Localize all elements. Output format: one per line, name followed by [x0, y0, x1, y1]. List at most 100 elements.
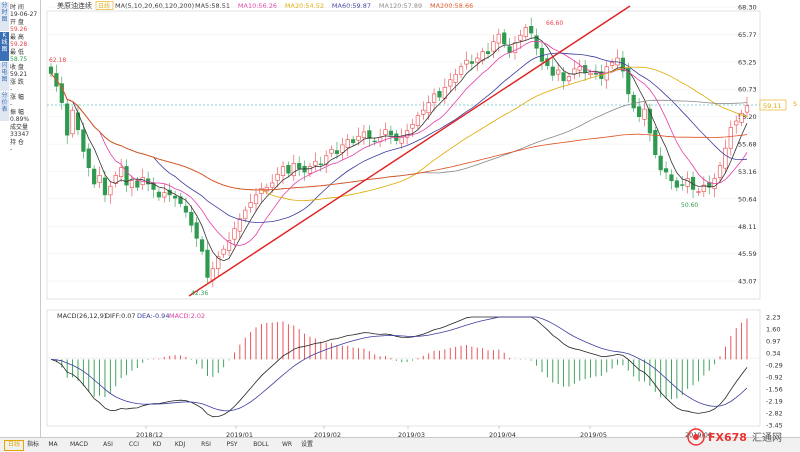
- macd-diff: DIFF:0.07: [105, 312, 136, 320]
- candle-body: [588, 72, 593, 76]
- date-tick: 2019/05: [580, 431, 607, 437]
- tab-flash[interactable]: 闪电图: [0, 62, 9, 91]
- indicator-tab[interactable]: PSY: [226, 441, 238, 448]
- indicator-tab[interactable]: CCI: [128, 441, 140, 448]
- candle-body: [458, 66, 464, 75]
- macd-axis: 2.23 1.60 0.97 0.34 -0.29 -0.92 -1.56 -2.19 -2.8…: [766, 314, 783, 430]
- candle-body: [81, 129, 86, 152]
- candle-body: [410, 123, 415, 129]
- tab-kline[interactable]: K线图: [0, 32, 9, 61]
- candle-body: [318, 163, 323, 165]
- candle-body: [631, 94, 636, 109]
- candle-body: [108, 185, 113, 196]
- candle-body: [259, 188, 264, 194]
- indicator-tab[interactable]: KD: [152, 441, 162, 448]
- candle-body: [577, 66, 582, 71]
- ma-value: MA200:58.66: [430, 2, 473, 10]
- logo-site: 汇通网: [752, 431, 782, 444]
- candle-body: [65, 103, 70, 136]
- tab-timeshare[interactable]: 分时图: [0, 2, 9, 31]
- info-label: 涨 幅: [10, 94, 24, 101]
- candle-body: [728, 127, 733, 149]
- indicator-tab[interactable]: 设置: [300, 441, 313, 448]
- price-marker: S: [793, 100, 797, 108]
- candle-body: [329, 148, 334, 154]
- indicator-tab[interactable]: 日线: [4, 440, 24, 451]
- timeframe-badge[interactable]: 日线: [98, 2, 110, 10]
- ma-value: MA60:59.87: [332, 2, 371, 10]
- candle-body: [653, 130, 658, 155]
- candle-body: [723, 147, 728, 169]
- ma10-line: [50, 40, 748, 246]
- candle-body: [345, 139, 350, 148]
- price-tick: 63.25: [738, 58, 757, 66]
- candle-body: [221, 248, 226, 255]
- current-price-tag: 59.11: [763, 102, 782, 110]
- candle-body: [534, 35, 539, 49]
- candle-body: [744, 105, 750, 113]
- ma-value: MA10:56.26: [238, 2, 277, 10]
- candle-body: [92, 168, 97, 185]
- candle-body: [431, 93, 437, 103]
- price-tick: 45.59: [738, 250, 757, 258]
- info-value: -: [10, 86, 13, 93]
- macd-tick: -2.19: [766, 398, 783, 406]
- indicator-tab[interactable]: BOLL: [253, 441, 269, 448]
- candle-body: [59, 83, 64, 103]
- info-label: 收 盘: [10, 64, 24, 71]
- indicator-tab[interactable]: KDJ: [174, 441, 186, 448]
- price-tick: 53.16: [738, 168, 757, 176]
- candle-body: [550, 66, 555, 76]
- candle-body: [297, 163, 302, 170]
- candle-body: [448, 79, 453, 87]
- macd-tick: -3.45: [766, 422, 783, 430]
- candle-body: [518, 34, 523, 41]
- candle-body: [97, 175, 102, 184]
- candle-body: [334, 150, 340, 154]
- candle-body: [351, 139, 356, 144]
- indicator-tab[interactable]: WR: [281, 441, 293, 448]
- candle-body: [275, 173, 280, 181]
- candle-body: [696, 191, 701, 193]
- low-annotation: 42.36: [191, 290, 208, 297]
- info-value: 59.26: [10, 26, 28, 33]
- candle-body: [415, 115, 420, 126]
- candle-body: [685, 178, 690, 187]
- watermark-logo: FX678 汇通网: [686, 424, 796, 450]
- info-value: 59.21: [10, 71, 28, 78]
- indicator-tab[interactable]: ASI: [103, 441, 113, 448]
- indicator-tab[interactable]: MACD: [70, 441, 88, 448]
- price-tick: 58.20: [738, 113, 757, 121]
- candle-body: [129, 180, 135, 189]
- date-tick: 2018/12: [136, 431, 163, 437]
- macd-tick: -0.92: [766, 373, 783, 381]
- candle-body: [162, 192, 167, 198]
- macd-tick: 2.23: [766, 314, 780, 322]
- ma-config-label: MA(5,10,20,60,120,200): [115, 2, 194, 10]
- candle-body: [102, 177, 108, 196]
- macd-dea: DEA:-0.94: [137, 312, 169, 320]
- indicator-tab[interactable]: 指标: [26, 441, 39, 448]
- candle-body: [226, 240, 232, 251]
- info-label: 开 盘: [10, 19, 24, 26]
- candle-body: [183, 205, 188, 213]
- date-axis: 2018/12 2019/01 2019/02 2019/03 2019/04 2019/…: [136, 426, 712, 439]
- indicator-tab[interactable]: RSI: [201, 441, 211, 448]
- macd-tick: 0.34: [766, 349, 780, 357]
- macd-label: MACD(26,12,9): [57, 312, 106, 320]
- candle-body: [210, 268, 215, 281]
- tab-price-table[interactable]: 分价表: [0, 92, 9, 121]
- indicator-tab[interactable]: MA: [48, 441, 58, 448]
- macd-value: MACD:2.02: [169, 312, 205, 320]
- candle-body: [356, 135, 361, 141]
- candle-body: [566, 76, 572, 82]
- candle-body: [669, 174, 674, 182]
- date-tick: 2019/04: [489, 431, 516, 437]
- candle-body: [636, 106, 642, 117]
- candle-body: [647, 108, 652, 134]
- price-tick: 65.77: [738, 31, 757, 39]
- ma-value: MA5:58.51: [195, 2, 230, 10]
- candle-body: [156, 191, 162, 198]
- candle-body: [253, 194, 259, 205]
- candle-body: [626, 68, 631, 95]
